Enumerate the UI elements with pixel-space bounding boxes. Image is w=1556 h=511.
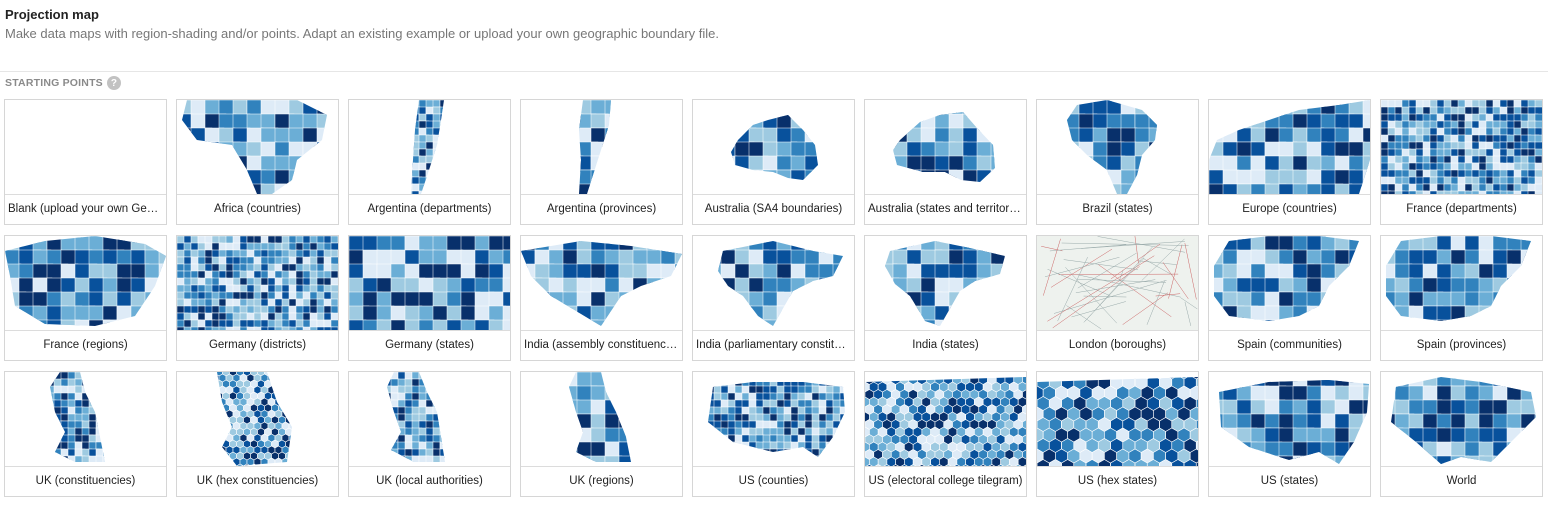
map-card-label: Australia (SA4 boundaries) bbox=[693, 194, 854, 224]
map-card-label: UK (regions) bbox=[521, 466, 682, 496]
map-card-label: Australia (states and territories) bbox=[865, 194, 1026, 224]
map-card-label: US (hex states) bbox=[1037, 466, 1198, 496]
map-card-label: Argentina (provinces) bbox=[521, 194, 682, 224]
map-card-world[interactable]: World bbox=[1380, 371, 1543, 497]
map-card-label: Spain (communities) bbox=[1209, 330, 1370, 360]
map-card-europe[interactable]: Europe (countries) bbox=[1208, 99, 1371, 225]
map-card-label: World bbox=[1381, 466, 1542, 496]
france-reg-map-thumbnail bbox=[5, 236, 166, 330]
map-card-label: UK (constituencies) bbox=[5, 466, 166, 496]
map-card-uk-la[interactable]: UK (local authorities) bbox=[348, 371, 511, 497]
map-card-india-assembly[interactable]: India (assembly constituencies) bbox=[520, 235, 683, 361]
us-states-map-thumbnail bbox=[1209, 372, 1370, 466]
section-label: STARTING POINTS bbox=[5, 77, 103, 89]
map-card-label: Argentina (departments) bbox=[349, 194, 510, 224]
map-card-label: Brazil (states) bbox=[1037, 194, 1198, 224]
map-card-uk-const[interactable]: UK (constituencies) bbox=[4, 371, 167, 497]
uk-regions-map-thumbnail bbox=[521, 372, 682, 466]
map-card-us-electoral[interactable]: US (electoral college tilegram) bbox=[864, 371, 1027, 497]
map-card-label: Germany (districts) bbox=[177, 330, 338, 360]
europe-map-thumbnail bbox=[1209, 100, 1370, 194]
map-card-france-reg[interactable]: France (regions) bbox=[4, 235, 167, 361]
map-card-us-hex[interactable]: US (hex states) bbox=[1036, 371, 1199, 497]
map-card-aus-states[interactable]: Australia (states and territories) bbox=[864, 99, 1027, 225]
map-card-label: France (departments) bbox=[1381, 194, 1542, 224]
map-card-us-states[interactable]: US (states) bbox=[1208, 371, 1371, 497]
map-card-london[interactable]: London (boroughs) bbox=[1036, 235, 1199, 361]
map-card-label: Europe (countries) bbox=[1209, 194, 1370, 224]
page-header: Projection map Make data maps with regio… bbox=[5, 6, 719, 43]
argentina-prov-map-thumbnail bbox=[521, 100, 682, 194]
map-card-aus-sa4[interactable]: Australia (SA4 boundaries) bbox=[692, 99, 855, 225]
map-card-uk-regions[interactable]: UK (regions) bbox=[520, 371, 683, 497]
map-card-label: US (states) bbox=[1209, 466, 1370, 496]
map-card-label: France (regions) bbox=[5, 330, 166, 360]
map-card-label: Blank (upload your own GeoJSON) bbox=[5, 194, 166, 224]
map-card-argentina-dept[interactable]: Argentina (departments) bbox=[348, 99, 511, 225]
map-card-label: India (parliamentary constituencies) bbox=[693, 330, 854, 360]
map-card-label: US (electoral college tilegram) bbox=[865, 466, 1026, 496]
uk-hex-map-thumbnail bbox=[177, 372, 338, 466]
map-card-germany-states[interactable]: Germany (states) bbox=[348, 235, 511, 361]
map-card-india-parl[interactable]: India (parliamentary constituencies) bbox=[692, 235, 855, 361]
map-card-uk-hex[interactable]: UK (hex constituencies) bbox=[176, 371, 339, 497]
starting-points-grid: Blank (upload your own GeoJSON) Africa (c… bbox=[4, 99, 1543, 497]
london-map-thumbnail bbox=[1037, 236, 1198, 330]
germany-states-map-thumbnail bbox=[349, 236, 510, 330]
india-parl-map-thumbnail bbox=[693, 236, 854, 330]
map-card-brazil[interactable]: Brazil (states) bbox=[1036, 99, 1199, 225]
map-card-label: Africa (countries) bbox=[177, 194, 338, 224]
map-card-label: Spain (provinces) bbox=[1381, 330, 1542, 360]
spain-comm-map-thumbnail bbox=[1209, 236, 1370, 330]
map-card-us-counties[interactable]: US (counties) bbox=[692, 371, 855, 497]
uk-la-map-thumbnail bbox=[349, 372, 510, 466]
map-card-argentina-prov[interactable]: Argentina (provinces) bbox=[520, 99, 683, 225]
page-subtitle: Make data maps with region-shading and/o… bbox=[5, 26, 719, 41]
brazil-map-thumbnail bbox=[1037, 100, 1198, 194]
africa-map-thumbnail bbox=[177, 100, 338, 194]
aus-sa4-map-thumbnail bbox=[693, 100, 854, 194]
uk-const-map-thumbnail bbox=[5, 372, 166, 466]
argentina-dept-map-thumbnail bbox=[349, 100, 510, 194]
map-card-label: Germany (states) bbox=[349, 330, 510, 360]
india-assembly-map-thumbnail bbox=[521, 236, 682, 330]
map-card-india-states[interactable]: India (states) bbox=[864, 235, 1027, 361]
map-card-label: UK (hex constituencies) bbox=[177, 466, 338, 496]
map-card-label: London (boroughs) bbox=[1037, 330, 1198, 360]
world-map-thumbnail bbox=[1381, 372, 1542, 466]
india-states-map-thumbnail bbox=[865, 236, 1026, 330]
map-card-france-dept[interactable]: France (departments) bbox=[1380, 99, 1543, 225]
map-card-germany-dist[interactable]: Germany (districts) bbox=[176, 235, 339, 361]
spain-prov-map-thumbnail bbox=[1381, 236, 1542, 330]
map-card-spain-comm[interactable]: Spain (communities) bbox=[1208, 235, 1371, 361]
us-electoral-map-thumbnail bbox=[865, 372, 1026, 466]
blank-map-thumbnail bbox=[5, 100, 166, 194]
map-card-label: India (states) bbox=[865, 330, 1026, 360]
us-hex-map-thumbnail bbox=[1037, 372, 1198, 466]
map-card-blank[interactable]: Blank (upload your own GeoJSON) bbox=[4, 99, 167, 225]
page-title: Projection map bbox=[5, 7, 99, 22]
map-card-africa[interactable]: Africa (countries) bbox=[176, 99, 339, 225]
map-card-label: UK (local authorities) bbox=[349, 466, 510, 496]
map-card-label: US (counties) bbox=[693, 466, 854, 496]
map-card-spain-prov[interactable]: Spain (provinces) bbox=[1380, 235, 1543, 361]
starting-points-heading: STARTING POINTS ? bbox=[5, 75, 121, 91]
aus-states-map-thumbnail bbox=[865, 100, 1026, 194]
map-card-label: India (assembly constituencies) bbox=[521, 330, 682, 360]
us-counties-map-thumbnail bbox=[693, 372, 854, 466]
help-icon[interactable]: ? bbox=[106, 76, 121, 90]
germany-dist-map-thumbnail bbox=[177, 236, 338, 330]
france-dept-map-thumbnail bbox=[1381, 100, 1542, 194]
header-divider bbox=[0, 71, 1548, 72]
